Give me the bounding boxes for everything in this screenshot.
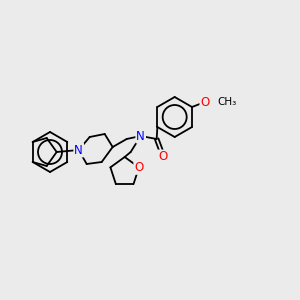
- Text: CH₃: CH₃: [217, 97, 236, 107]
- Text: O: O: [200, 95, 210, 109]
- Text: N: N: [74, 143, 83, 157]
- Text: N: N: [136, 130, 145, 142]
- Text: O: O: [158, 151, 167, 164]
- Text: O: O: [134, 161, 144, 174]
